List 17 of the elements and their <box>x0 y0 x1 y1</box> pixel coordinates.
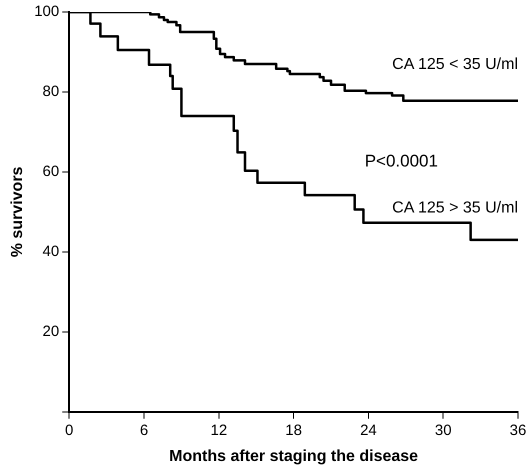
x-tick-label: 12 <box>210 422 228 439</box>
y-tick-label: 40 <box>42 243 60 260</box>
annotation: P<0.0001 <box>364 152 438 171</box>
x-axis-title: Months after staging the disease <box>169 448 418 465</box>
y-tick-label: 60 <box>42 163 60 180</box>
x-tick-label: 24 <box>360 422 377 439</box>
y-axis-title: % survivors <box>9 166 26 258</box>
x-tick-label: 6 <box>140 422 148 439</box>
x-tick-label: 0 <box>65 422 74 439</box>
x-tick-label: 36 <box>510 422 526 439</box>
y-tick-label: 100 <box>34 3 60 20</box>
y-tick-label: 20 <box>42 322 60 340</box>
x-tick-label: 30 <box>434 422 452 439</box>
series-label: CA 125 < 35 U/ml <box>392 56 518 74</box>
x-tick-label: 18 <box>285 422 302 439</box>
y-tick-label: 80 <box>42 83 60 100</box>
series-label: CA 125 > 35 U/ml <box>392 199 518 216</box>
